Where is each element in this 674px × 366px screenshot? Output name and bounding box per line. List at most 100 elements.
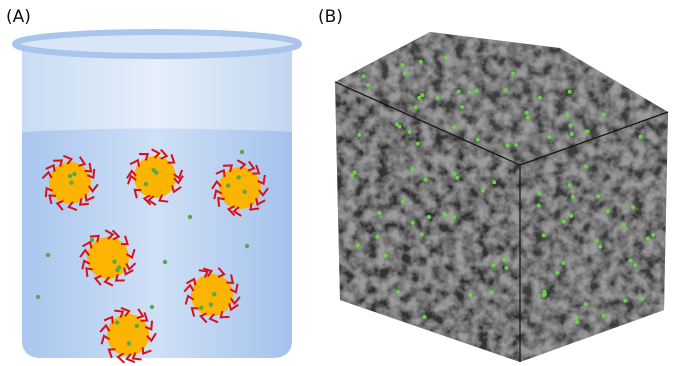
- green-dot: [651, 233, 655, 237]
- free-drug: [150, 305, 154, 309]
- green-dot: [511, 72, 515, 76]
- drug: [68, 174, 72, 178]
- drug: [112, 259, 116, 263]
- green-dot: [420, 93, 424, 97]
- green-dot: [555, 271, 559, 275]
- beaker-rim: [15, 32, 299, 56]
- green-dot: [633, 263, 637, 267]
- green-dot: [476, 138, 480, 142]
- green-dot: [543, 290, 547, 294]
- drug: [127, 341, 131, 345]
- green-dot: [504, 88, 508, 92]
- green-dot: [640, 297, 644, 301]
- green-dot: [537, 203, 541, 207]
- green-dot: [585, 130, 589, 134]
- green-dot: [403, 71, 407, 75]
- green-dot: [474, 89, 478, 93]
- green-dot: [492, 180, 496, 184]
- green-dot: [569, 214, 573, 218]
- green-dot: [444, 56, 448, 60]
- panel-label: (B): [318, 7, 343, 27]
- green-dot: [384, 254, 388, 258]
- green-dot: [452, 215, 456, 219]
- green-dot: [357, 133, 361, 137]
- green-dot: [417, 96, 421, 100]
- green-dot: [424, 178, 428, 182]
- green-dot: [407, 130, 411, 134]
- green-dot: [596, 194, 600, 198]
- green-dot: [419, 60, 423, 64]
- green-dot: [504, 266, 508, 270]
- green-dot: [460, 105, 464, 109]
- green-dot: [427, 215, 431, 219]
- green-dot: [569, 124, 573, 128]
- green-dot: [623, 299, 627, 303]
- green-dot: [568, 90, 572, 94]
- green-dot: [537, 191, 541, 195]
- green-dot: [420, 232, 424, 236]
- green-dot: [356, 243, 360, 247]
- green-dot: [452, 172, 456, 176]
- free-drug: [240, 150, 244, 154]
- green-dot: [584, 164, 588, 168]
- drug: [154, 170, 158, 174]
- green-dot: [452, 125, 456, 129]
- green-dot: [411, 221, 415, 225]
- green-dot: [457, 90, 461, 94]
- green-dot: [639, 135, 643, 139]
- drug: [212, 292, 216, 296]
- drug: [209, 302, 213, 306]
- green-dot: [416, 142, 420, 146]
- free-drug: [163, 260, 167, 264]
- free-drug: [46, 253, 50, 257]
- green-dot: [414, 105, 418, 109]
- green-dot: [602, 314, 606, 318]
- green-dot: [401, 199, 405, 203]
- figure: (A) (B): [0, 0, 674, 366]
- drug: [72, 172, 76, 176]
- green-dot: [362, 74, 366, 78]
- green-dot: [598, 245, 602, 249]
- green-dot: [436, 96, 440, 100]
- drug: [243, 190, 247, 194]
- free-drug: [36, 295, 40, 299]
- green-dot: [584, 302, 588, 306]
- drug: [237, 175, 241, 179]
- core: [191, 274, 233, 316]
- drug: [144, 182, 148, 186]
- panel-label: (A): [6, 7, 31, 27]
- green-dot: [396, 290, 400, 294]
- green-dot: [547, 135, 551, 139]
- green-dot: [366, 83, 370, 87]
- green-dot: [574, 316, 578, 320]
- green-dot: [443, 212, 447, 216]
- green-dot: [525, 111, 529, 115]
- drug: [135, 324, 139, 328]
- green-dot: [398, 125, 402, 129]
- free-drug: [90, 238, 94, 242]
- green-dot: [378, 211, 382, 215]
- drug: [117, 265, 121, 269]
- green-dot: [455, 176, 459, 180]
- green-dot: [571, 195, 575, 199]
- green-dot: [646, 237, 650, 241]
- green-dot: [400, 63, 404, 67]
- green-dot: [629, 259, 633, 263]
- drug: [69, 180, 73, 184]
- green-dot: [562, 220, 566, 224]
- green-dot: [468, 91, 472, 95]
- free-drug: [188, 215, 192, 219]
- green-dot: [562, 261, 566, 265]
- drug: [226, 184, 230, 188]
- green-dot: [570, 132, 574, 136]
- drug: [199, 306, 203, 310]
- green-dot: [631, 205, 635, 209]
- green-dot: [595, 239, 599, 243]
- green-dot: [575, 320, 579, 324]
- drug: [115, 320, 119, 324]
- green-dot: [468, 293, 472, 297]
- green-dot: [622, 223, 626, 227]
- green-dot: [506, 144, 510, 148]
- green-dot: [602, 113, 606, 117]
- green-dot: [502, 258, 506, 262]
